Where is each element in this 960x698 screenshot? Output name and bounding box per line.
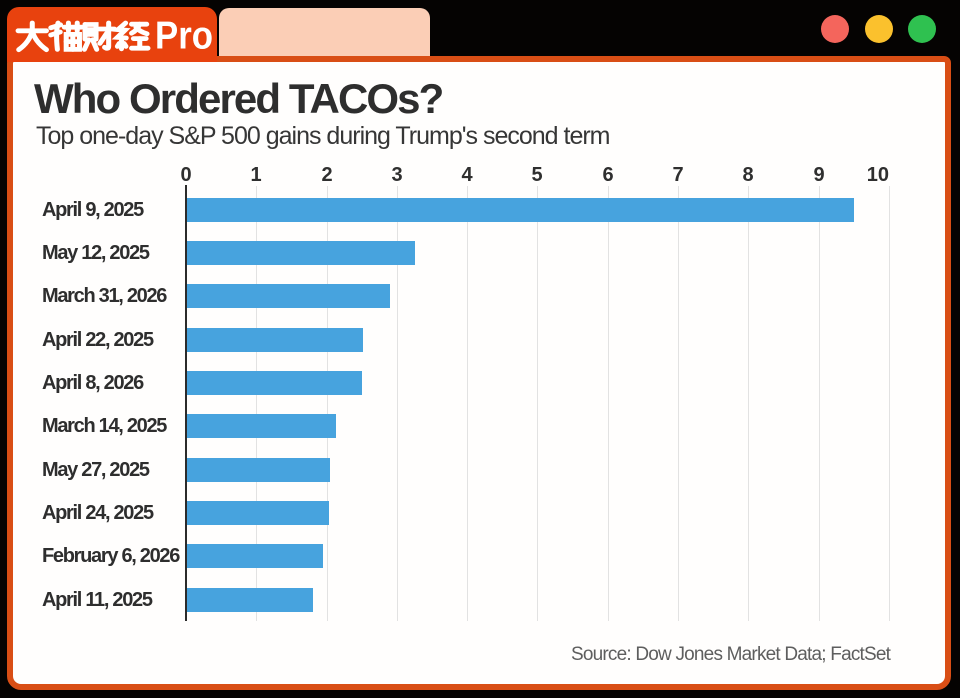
- svg-text:Pro: Pro: [155, 15, 213, 58]
